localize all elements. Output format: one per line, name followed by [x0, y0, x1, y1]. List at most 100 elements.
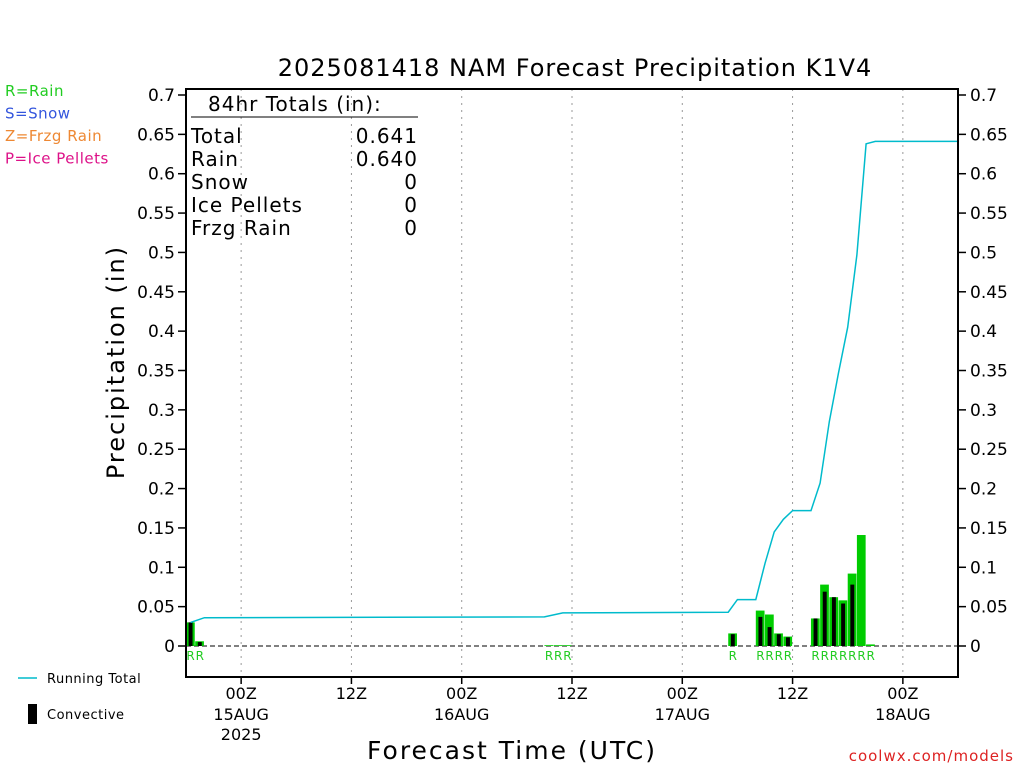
- type-code: R: [848, 649, 856, 663]
- y-tick-label: 0.7: [148, 86, 175, 106]
- type-code: R: [830, 649, 838, 663]
- y-tick-label: 0.15: [137, 519, 175, 539]
- convective-bar: [850, 584, 855, 646]
- type-code: R: [729, 649, 737, 663]
- totals-row-label: Frzg Rain: [191, 216, 292, 240]
- y-tick-label: 0.5: [148, 243, 175, 263]
- y-tick-label: 0.05: [137, 598, 175, 618]
- chart-title: 2025081418 NAM Forecast Precipitation K1…: [278, 54, 873, 82]
- x-tick-date: 18AUG: [875, 705, 930, 724]
- type-code: R: [775, 649, 783, 663]
- x-tick-year: 2025: [221, 725, 262, 744]
- y-tick-label-right: 0.7: [970, 86, 997, 106]
- credit-text: coolwx.com/models: [849, 747, 1014, 765]
- x-tick-label: 12Z: [556, 684, 587, 703]
- y-tick-label: 0.45: [137, 283, 175, 303]
- x-tick-date: 16AUG: [434, 705, 489, 724]
- y-tick-label: 0.6: [148, 165, 175, 185]
- running-total-line: [190, 140, 958, 624]
- type-code: R: [811, 649, 819, 663]
- legend-bar-swatch: [28, 704, 37, 724]
- convective-bar: [758, 616, 763, 646]
- y-tick-label-right: 0.6: [970, 165, 997, 185]
- y-tick-label-right: 0: [970, 637, 981, 657]
- type-code: R: [867, 649, 875, 663]
- y-tick-label: 0.65: [137, 125, 175, 145]
- x-tick-label: 00Z: [667, 684, 698, 703]
- type-code: R: [765, 649, 773, 663]
- totals-heading: 84hr Totals (in):: [208, 92, 382, 116]
- convective-bar: [197, 642, 202, 646]
- convective-bar: [822, 591, 827, 646]
- convective-bar: [831, 597, 836, 646]
- type-code: R: [839, 649, 847, 663]
- type-code: R: [821, 649, 829, 663]
- y-axis-right: 0 0.05 0.1 0.15 0.2 0.25 0.3 0.35 0.4 0.45 0.5 0.55…: [958, 86, 1008, 657]
- convective-bar: [786, 637, 790, 646]
- x-tick-date: 15AUG: [213, 705, 268, 724]
- x-tick-label: 00Z: [225, 684, 256, 703]
- y-tick-label: 0.35: [137, 362, 175, 382]
- x-tick-label: 12Z: [336, 684, 367, 703]
- y-tick-label-right: 0.45: [970, 283, 1008, 303]
- x-tick-date: 17AUG: [655, 705, 710, 724]
- bars-convective: [188, 584, 855, 646]
- y-tick-label-right: 0.5: [970, 243, 997, 263]
- y-tick-label-right: 0.1: [970, 558, 997, 578]
- legend-label: Running Total: [47, 672, 141, 687]
- grid-lines: [240, 89, 904, 677]
- rain-bar: [544, 645, 554, 647]
- y-tick-label-right: 0.25: [970, 440, 1008, 460]
- x-axis-label: Forecast Time (UTC): [367, 736, 657, 765]
- totals-row-label: Total: [190, 124, 243, 148]
- type-code: R: [554, 649, 562, 663]
- y-tick-label-right: 0.15: [970, 519, 1008, 539]
- type-code: R: [563, 649, 571, 663]
- type-code: R: [784, 649, 792, 663]
- convective-bar: [730, 634, 735, 646]
- totals-row-label: Rain: [191, 147, 239, 171]
- bottom-legend: Running Total Convective: [18, 672, 141, 724]
- type-legend-item: R=Rain: [5, 82, 64, 100]
- type-legend-item: P=Ice Pellets: [5, 150, 109, 168]
- y-tick-label-right: 0.4: [970, 322, 997, 342]
- totals-row-value: 0: [404, 193, 418, 217]
- totals-row-value: 0.640: [356, 147, 418, 171]
- x-tick-label: 00Z: [446, 684, 477, 703]
- rain-bar: [866, 644, 875, 646]
- type-code: R: [545, 649, 553, 663]
- convective-bar: [188, 622, 193, 646]
- y-tick-label-right: 0.3: [970, 401, 997, 421]
- type-code: R: [186, 649, 194, 663]
- y-tick-label: 0.3: [148, 401, 175, 421]
- y-tick-label-right: 0.35: [970, 362, 1008, 382]
- y-axis-left: 0 0.05 0.1 0.15 0.2 0.25 0.3 0.35 0.4 0.45 0.5 0.55…: [137, 86, 186, 657]
- x-tick-label: 00Z: [887, 684, 918, 703]
- convective-bar: [813, 618, 818, 646]
- totals-row-label: Snow: [191, 170, 249, 194]
- y-tick-label-right: 0.2: [970, 480, 997, 500]
- totals-box: 84hr Totals (in): Total 0.641 Rain 0.640 Sno…: [190, 92, 418, 240]
- totals-row-value: 0: [404, 216, 418, 240]
- type-code: R: [196, 649, 204, 663]
- rain-bar: [553, 645, 563, 647]
- convective-bar: [767, 627, 772, 646]
- y-tick-label-right: 0.65: [970, 125, 1008, 145]
- legend-label: Convective: [47, 708, 125, 723]
- y-tick-label: 0.2: [148, 480, 175, 500]
- type-code: R: [857, 649, 865, 663]
- y-tick-label-right: 0.05: [970, 598, 1008, 618]
- type-code: R: [756, 649, 764, 663]
- type-legend: R=Rain S=Snow Z=Frzg Rain P=Ice Pellets: [5, 82, 109, 168]
- y-tick-label: 0.1: [148, 558, 175, 578]
- x-tick-label: 12Z: [777, 684, 808, 703]
- totals-row-value: 0: [404, 170, 418, 194]
- convective-bar: [776, 634, 781, 646]
- y-tick-label: 0.25: [137, 440, 175, 460]
- y-tick-label: 0.4: [148, 322, 175, 342]
- rain-bar: [856, 535, 866, 646]
- type-legend-item: Z=Frzg Rain: [5, 127, 102, 145]
- y-tick-label: 0: [164, 637, 175, 657]
